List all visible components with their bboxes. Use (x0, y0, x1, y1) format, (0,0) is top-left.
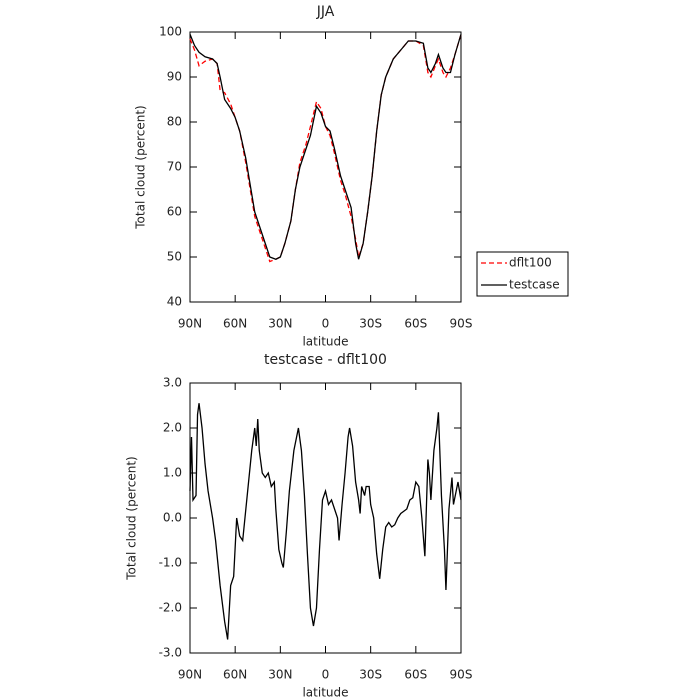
y-tick-label: 0.0 (163, 511, 182, 525)
y-tick-label: 40 (167, 295, 182, 309)
y-tick-label: -2.0 (159, 601, 182, 615)
plot-frame (189, 31, 462, 303)
x-tick-label: 30N (268, 668, 292, 682)
x-tick-label: 30S (359, 317, 382, 331)
y-tick-label: -3.0 (159, 646, 182, 660)
y-tick-label: 1.0 (163, 466, 182, 480)
series-line (189, 403, 462, 640)
y-tick-label: 2.0 (163, 421, 182, 435)
legend-label: dflt100 (509, 256, 552, 270)
series-line (189, 34, 462, 263)
x-tick-label: 0 (322, 668, 330, 682)
x-tick-label: 90N (178, 317, 202, 331)
x-tick-label: 30S (359, 668, 382, 682)
x-tick-label: 60S (404, 668, 427, 682)
legend-label: testcase (509, 278, 560, 292)
y-axis-label: Total cloud (percent) (125, 456, 139, 580)
legend-box (476, 251, 569, 297)
x-tick-label: 60N (223, 668, 247, 682)
y-tick-label: 60 (167, 205, 182, 219)
y-tick-label: -1.0 (159, 556, 182, 570)
y-tick-label: 100 (159, 25, 182, 39)
x-tick-label: 0 (322, 317, 330, 331)
y-axis-label: Total cloud (percent) (134, 105, 148, 229)
series-line (189, 34, 462, 260)
chart-title: JJA (316, 4, 335, 20)
x-tick-label: 90S (450, 317, 473, 331)
y-tick-label: 80 (167, 115, 182, 129)
chart-title: testcase - dflt100 (264, 352, 387, 368)
x-tick-label: 60S (404, 317, 427, 331)
y-tick-label: 90 (167, 70, 182, 84)
x-axis-label: latitude (302, 686, 348, 700)
y-tick-label: 70 (167, 160, 182, 174)
y-tick-label: 50 (167, 250, 182, 264)
x-tick-label: 90N (178, 668, 202, 682)
x-axis-label: latitude (302, 335, 348, 349)
x-tick-label: 30N (268, 317, 292, 331)
plot-frame (189, 382, 462, 654)
x-tick-label: 90S (450, 668, 473, 682)
x-tick-label: 60N (223, 317, 247, 331)
y-tick-label: 3.0 (163, 376, 182, 390)
